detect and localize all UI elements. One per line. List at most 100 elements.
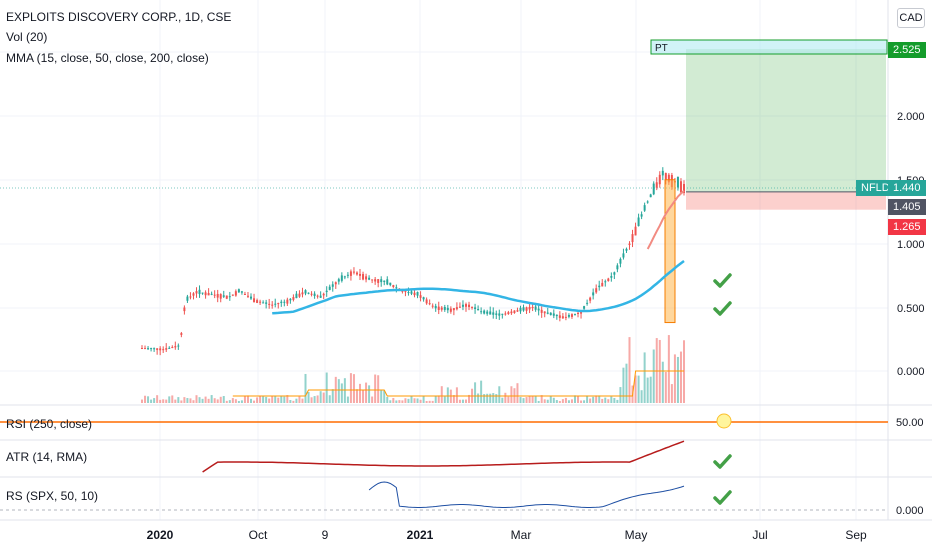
candle-body [365,276,368,280]
candle-body [404,291,407,293]
volume-bar [492,393,495,403]
volume-bar [477,393,480,403]
volume-bar [570,399,573,403]
candle-body [446,307,449,311]
volume-bar [601,398,604,403]
rsi-pane-label[interactable]: RSI (250, close) [6,417,93,431]
candle-body [486,311,489,314]
volume-bar [386,396,389,403]
volume-bar [343,378,346,403]
candle-body [213,294,216,296]
candle-body [141,348,143,350]
candle-body [377,279,380,283]
candle-body [549,312,552,315]
candle-body [431,305,434,307]
volume-bar [262,395,265,403]
x-tick-label: Mar [511,528,532,542]
profit-zone [686,49,886,192]
stop-price-tag: 1.265 [888,219,926,235]
volume-bar [431,400,434,403]
candle-body [534,306,537,310]
volume-bar [549,395,552,403]
volume-bar [162,399,165,403]
candle-body [449,308,452,312]
candle-body [474,307,477,310]
candle-body [319,295,322,298]
candle-body [480,311,483,313]
candle-body [216,293,219,298]
volume-bar [537,400,540,403]
volume-bar [640,390,643,403]
volume-bar [622,367,625,403]
volume-bar [304,373,307,403]
volume-bar [619,387,622,403]
volume-bar [289,399,292,403]
volume-bar [483,394,486,403]
candle-body [256,300,259,303]
volume-bar [328,395,331,403]
candle-body [595,288,598,293]
volume-bar [649,376,652,403]
candle-body [368,277,371,280]
candle-body [564,316,567,318]
volume-bar [222,396,225,403]
volume-bar [628,337,631,403]
volume-bar [153,398,156,403]
volume-bar [186,398,189,403]
volume-bar [522,398,525,403]
candle-body [246,295,249,297]
candle-body [259,301,262,303]
candle-body [625,248,628,251]
volume-bar [468,394,471,403]
volume-bar [474,382,477,403]
volume-bar [159,399,162,403]
candle-body [180,333,183,335]
volume-bar [346,396,349,403]
volume-bar [595,395,598,403]
volume-bar [313,396,316,403]
volume-bar [643,352,646,403]
candle-body [510,311,513,314]
rs-pane-label[interactable]: RS (SPX, 50, 10) [6,489,99,503]
candle-body [676,176,679,188]
candle-body [570,314,573,317]
candle-body [307,292,310,294]
volume-bar [183,397,186,403]
highlight-box [664,179,676,324]
volume-bar [564,397,567,403]
volume-bar [428,400,431,403]
candle-body [340,275,343,281]
candle-body [428,303,431,305]
volume-bar [558,400,561,403]
candle-body [268,303,271,305]
candle-body [331,284,334,287]
volume-bar [201,398,204,403]
volume-bar [349,373,352,403]
symbol-title[interactable]: EXPLOITS DISCOVERY CORP., 1D, CSE [6,10,232,24]
candle-body [580,311,583,314]
volume-indicator-label[interactable]: Vol (20) [6,30,48,44]
candle-body [522,307,525,311]
volume-bar [307,391,310,403]
atr-pane-label[interactable]: ATR (14, RMA) [6,450,88,464]
candle-body [604,281,607,283]
candle-body [371,279,374,281]
candle-body [171,347,174,349]
volume-bar [531,396,534,403]
volume-bar [458,399,461,403]
currency-button[interactable]: CAD [897,8,925,28]
volume-bar [322,392,325,403]
candle-body [234,291,237,296]
mma-indicator-label[interactable]: MMA (15, close, 50, close, 200, close) [6,51,209,65]
candle-body [168,347,171,349]
candle-body [198,289,201,295]
rsi-marker [716,413,732,429]
candle-body [422,297,425,300]
candle-body [558,315,561,318]
volume-bar [395,400,398,403]
candle-body [277,303,280,305]
candle-body [507,312,510,315]
candle-body [316,295,319,297]
candle-body [649,194,652,198]
volume-bar [455,387,458,403]
